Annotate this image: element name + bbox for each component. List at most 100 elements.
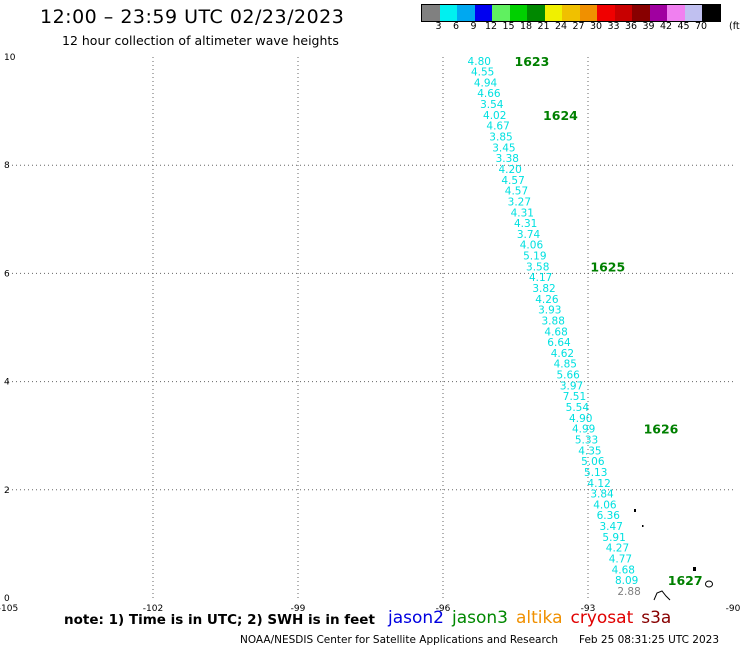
data-point-label: 3.85 [489,132,512,144]
mission-jason2: jason2 [388,608,444,628]
data-point-label: 6.64 [547,337,571,349]
data-point-label: 4.12 [587,478,610,490]
color-scale-label: 15 [502,21,515,32]
time-label: 1623 [515,54,550,69]
data-point-label: 3.84 [590,489,614,501]
wave-height-chart: -105-102-99-96-93-9002468104.804.554.944… [0,53,740,614]
data-point-label: 4.66 [477,88,501,100]
color-swatch [632,5,650,21]
color-scale-label: 39 [642,21,655,32]
chart-title: 12:00 – 23:59 UTC 02/23/2023 [40,6,345,28]
color-scale-label: 6 [452,21,460,32]
footer-credit: NOAA/NESDIS Center for Satellite Applica… [240,634,558,646]
data-point-label: 4.55 [471,67,494,79]
data-point-label: 4.90 [569,413,592,425]
color-swatch [492,5,510,21]
color-scale-labels: 3 6 9 12 15 18 21 24 27 30 33 36 39 42 45 70 [430,21,710,32]
color-swatch [667,5,685,21]
footer-timestamp: Feb 25 08:31:25 UTC 2023 [579,634,719,646]
color-scale-label: 30 [589,21,603,32]
mission-legend: jason2 jason3 altika cryosat s3a [388,608,679,628]
color-scale-label: 33 [607,21,620,32]
data-point-label: 3.74 [517,229,541,241]
data-point-label: 4.17 [529,272,552,284]
color-swatch [474,5,492,21]
data-point-label: 5.91 [602,532,625,544]
data-point-label: 4.85 [554,359,577,371]
data-point-label: 4.77 [609,554,632,566]
data-point-label: 5.66 [556,370,580,382]
data-point-label: 3.38 [496,153,519,165]
color-scale-label: 42 [659,21,673,32]
data-point-label: 4.02 [483,110,506,122]
color-swatch [544,5,562,21]
color-scale-label: 21 [537,21,550,32]
data-point-label: 3.93 [538,305,561,317]
data-point-label: 4.26 [535,294,559,306]
color-scale-label: 27 [572,21,585,32]
island-outline [705,580,713,588]
data-point-label: 4.57 [501,175,524,187]
color-scale-label: 36 [624,21,638,32]
y-tick-label: 4 [4,378,10,388]
chart-note: note: 1) Time is in UTC; 2) SWH is in fe… [64,612,375,628]
island-marker [642,525,644,527]
color-swatch [562,5,580,21]
data-point-label: 5.33 [575,434,598,446]
color-swatch [702,5,720,21]
data-point-label: 4.06 [593,499,617,511]
color-scale-label: 24 [554,21,568,32]
color-swatch [579,5,597,21]
mission-cryosat: cryosat [570,608,634,628]
data-point-label: 6.36 [597,510,621,522]
y-tick-label: 0 [4,594,10,604]
data-point-label: 4.80 [468,56,491,68]
y-tick-label: 6 [4,269,10,279]
data-point-label: 3.82 [532,283,555,295]
data-point-label: 4.06 [520,240,544,252]
data-point-label: 8.09 [615,575,638,587]
data-point-label: 4.68 [544,326,567,338]
data-point-label: 3.27 [508,196,531,208]
data-point-label: 5.54 [566,402,590,414]
data-point-label: 3.58 [526,261,549,273]
data-point-label: 4.94 [474,77,498,89]
color-swatch [439,5,457,21]
x-tick-label: -99 [291,604,306,614]
mission-altika: altika [516,608,563,628]
data-point-label: 4.68 [612,564,635,576]
color-scale-label: 9 [470,21,477,32]
color-scale-label: 70 [694,21,708,32]
x-tick-label: -90 [726,604,740,614]
data-point-label: 4.31 [514,218,537,230]
color-scale-label: 12 [484,21,498,32]
x-tick-label: -105 [0,604,18,614]
data-point-label: 4.67 [486,121,509,133]
island-marker [693,567,696,571]
mission-s3a: s3a [641,608,672,628]
time-label: 1624 [543,108,578,123]
color-scale-bar [421,4,721,22]
time-label: 1626 [644,422,679,437]
data-point-label: 4.20 [498,164,521,176]
data-point-label: 7.51 [563,391,586,403]
color-scale-label: 3 [435,21,442,32]
time-label: 1627 [668,573,703,588]
data-point-label: 4.99 [572,424,595,436]
mission-jason3: jason3 [452,608,508,628]
x-tick-label: -102 [143,604,163,614]
color-swatch [649,5,667,21]
data-point-label: 3.47 [600,521,623,533]
data-point-label: 4.27 [606,543,629,555]
data-point-label: 5.13 [584,467,607,479]
chart-subtitle: 12 hour collection of altimeter wave hei… [62,33,339,48]
color-swatch [527,5,545,21]
color-swatch [684,5,702,21]
y-tick-label: 2 [4,486,10,496]
y-tick-label: 8 [4,161,10,171]
data-point-label: 3.97 [560,380,583,392]
color-swatch [614,5,632,21]
data-point-label: 5.19 [523,251,546,263]
color-swatch [597,5,615,21]
data-point-label: 4.57 [505,186,528,198]
